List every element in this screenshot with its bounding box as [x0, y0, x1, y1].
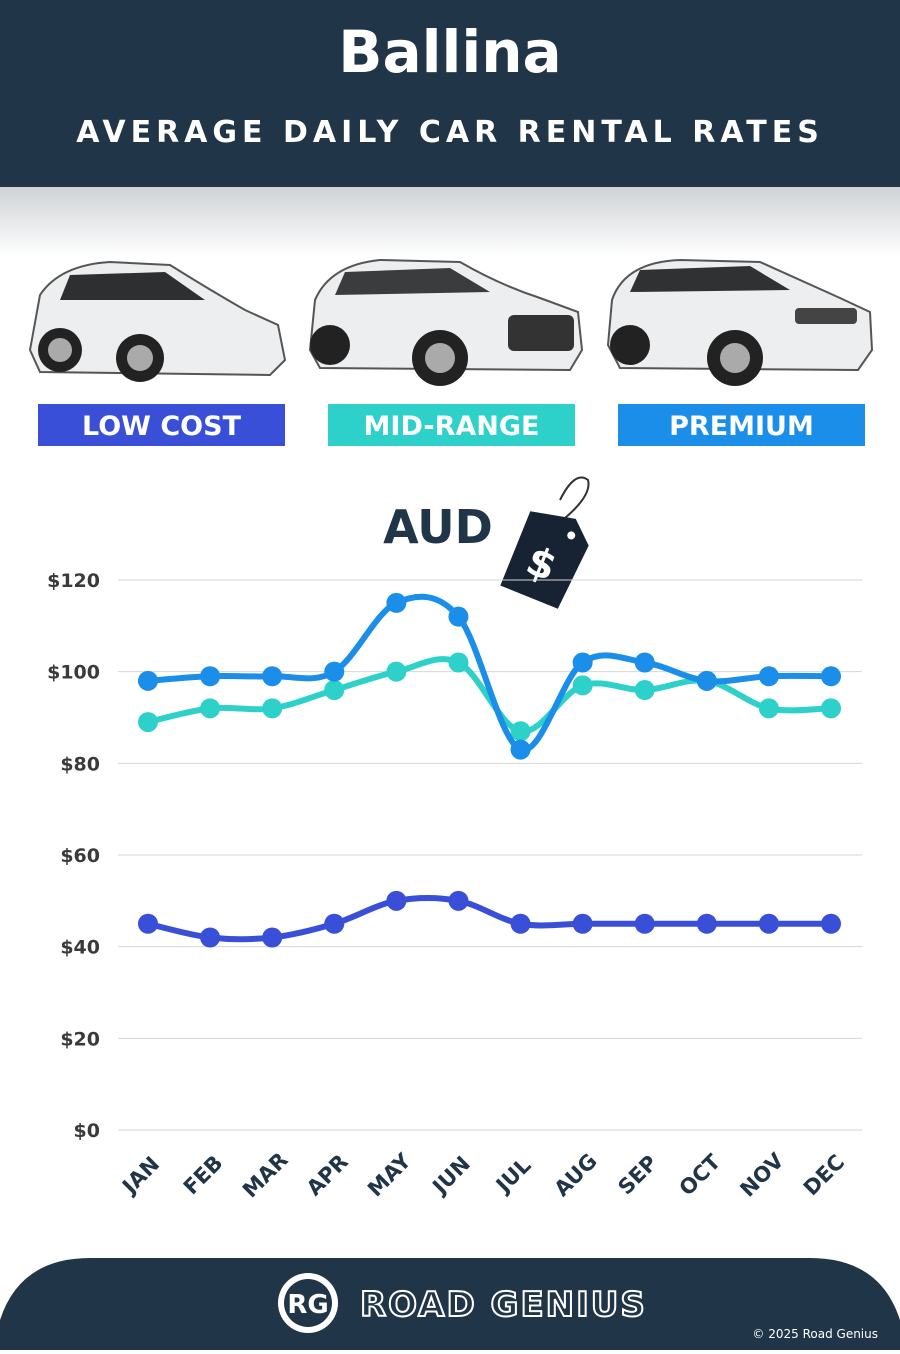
price-tag: $	[500, 476, 590, 609]
legend-label: MID-RANGE	[364, 411, 540, 442]
legend: LOW COST MID-RANGE PREMIUM	[38, 404, 865, 446]
data-point	[448, 606, 469, 627]
y-tick-label: $0	[74, 1120, 100, 1142]
data-point	[821, 698, 841, 719]
plot: $0 $20 $40 $60 $80 $100 $120 JAN FEB MAR APR MAY JUN…	[47, 570, 862, 1202]
data-point	[448, 890, 469, 911]
data-point	[138, 670, 158, 691]
data-point	[634, 913, 655, 934]
data-point	[821, 913, 841, 934]
legend-swatch	[328, 404, 575, 446]
brand: ROAD GENIUS	[360, 1285, 647, 1325]
y-tick-label: $20	[60, 1028, 100, 1050]
car-low	[28, 260, 287, 382]
legend-label: PREMIUM	[669, 411, 814, 442]
data-point	[634, 652, 655, 673]
data-point	[510, 739, 531, 760]
data-point	[324, 913, 345, 934]
data-point	[262, 698, 283, 719]
data-point	[758, 666, 779, 687]
data-point	[696, 670, 717, 691]
x-tick-label: AUG	[550, 1149, 602, 1201]
footer	[0, 1258, 900, 1350]
title: Ballina	[338, 18, 561, 86]
series-line	[147, 894, 831, 943]
data-point	[510, 721, 531, 742]
x-tick-label: MAR	[238, 1148, 293, 1203]
copyright: © 2025 Road Genius	[752, 1327, 878, 1341]
y-tick-label: $80	[60, 753, 100, 775]
series-line	[147, 593, 832, 753]
header	[0, 0, 900, 187]
x-tick-label: APR	[302, 1150, 353, 1201]
data-point	[634, 680, 655, 700]
legend-swatch	[38, 404, 285, 446]
data-point	[138, 712, 158, 733]
data-point	[262, 927, 283, 948]
y-tick-label: $100	[47, 662, 100, 684]
legend-swatch	[618, 404, 865, 446]
x-tick-label: NOV	[735, 1148, 789, 1202]
header-shadow	[0, 187, 900, 257]
data-point	[324, 680, 345, 700]
data-point	[386, 592, 407, 613]
data-point	[758, 913, 779, 934]
x-tick-label: SEP	[613, 1151, 662, 1200]
data-point	[572, 913, 593, 934]
data-point	[200, 698, 221, 719]
data-point	[572, 652, 593, 673]
y-tick-label: $120	[47, 570, 100, 592]
subtitle: AVERAGE DAILY CAR RENTAL RATES	[76, 115, 824, 150]
x-tick-label: DEC	[799, 1150, 849, 1200]
data-point	[696, 913, 717, 934]
logo: RG	[287, 1290, 328, 1320]
car-premium	[606, 258, 874, 386]
x-tick-label: MAY	[363, 1148, 416, 1201]
y-tick-label: $40	[60, 937, 100, 959]
logo-circle	[284, 1279, 332, 1327]
x-tick-label: JAN	[116, 1152, 164, 1200]
data-point	[200, 666, 221, 687]
data-point	[386, 890, 407, 911]
data-point	[572, 675, 593, 696]
data-point	[448, 652, 469, 673]
data-point	[386, 661, 407, 682]
data-point	[262, 666, 283, 687]
x-tick-label: FEB	[179, 1151, 228, 1200]
data-point	[200, 927, 221, 948]
currency-label: AUD	[383, 500, 493, 554]
x-tick-label: OCT	[675, 1149, 726, 1200]
data-point	[510, 913, 531, 934]
x-tick-label: JUN	[427, 1152, 475, 1200]
data-point	[758, 698, 779, 719]
data-point	[821, 666, 841, 687]
legend-label: LOW COST	[82, 411, 242, 442]
y-tick-label: $60	[60, 845, 100, 867]
data-point	[324, 661, 345, 682]
data-point	[138, 913, 158, 934]
x-tick-label: JUL	[490, 1153, 535, 1198]
car-mid	[308, 258, 584, 386]
